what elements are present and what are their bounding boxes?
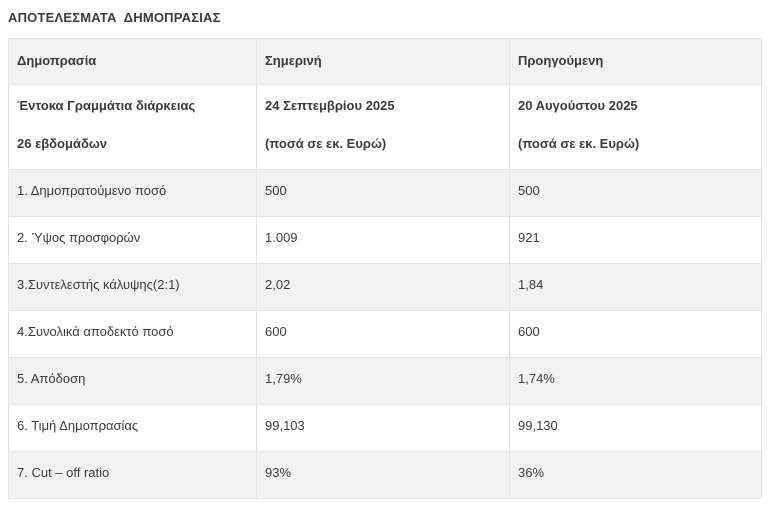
auction-results-table: Δημοπρασία Σημερινή Προηγούμενη Έντοκα Γ… [8,38,762,499]
column-header-previous: Προηγούμενη [509,38,762,85]
current-units-note: (ποσά σε εκ. Ευρώ) [265,136,387,151]
previous-value: 99,130 [509,404,762,452]
column-header-auction: Δημοπρασία [8,38,257,85]
row-label: 1. Δημοπρατούμενο ποσό [8,169,257,217]
row-label: 2. Ύψος προσφορών [8,216,257,264]
current-date-cell: 24 Σεπτεμβρίου 2025 (ποσά σε εκ. Ευρώ) [256,84,510,170]
table-row-auctioned-amount: 1. Δημοπρατούμενο ποσό 500 500 [8,169,762,217]
row-label: 7. Cut – off ratio [8,451,257,499]
current-value: 1,79% [256,357,510,405]
current-value: 500 [256,169,510,217]
instrument-line-2: 26 εβδομάδων [17,136,108,151]
previous-units-note: (ποσά σε εκ. Ευρώ) [518,136,640,151]
table-row-total-bids: 2. Ύψος προσφορών 1.009 921 [8,216,762,264]
previous-value: 600 [509,310,762,358]
row-label: 4.Συνολικά αποδεκτό ποσό [8,310,257,358]
page-title: ΑΠΟΤΕΛΕΣΜΑΤΑ ΔΗΜΟΠΡΑΣΙΑΣ [8,10,221,25]
previous-value: 36% [509,451,762,499]
instrument-cell: Έντοκα Γραμμάτια διάρκειας 26 εβδομάδων [8,84,257,170]
header-row: Δημοπρασία Σημερινή Προηγούμενη [8,38,762,85]
row-label: 3.Συντελεστής κάλυψης(2:1) [8,263,257,311]
previous-value: 1,84 [509,263,762,311]
current-auction-date: 24 Σεπτεμβρίου 2025 [265,98,395,113]
current-value: 2,02 [256,263,510,311]
row-label: 5. Απόδοση [8,357,257,405]
previous-value: 1,74% [509,357,762,405]
table-row-coverage-ratio: 3.Συντελεστής κάλυψης(2:1) 2,02 1,84 [8,263,762,311]
table-row-auction-price: 6. Τιμή Δημοπρασίας 99,103 99,130 [8,404,762,452]
current-value: 99,103 [256,404,510,452]
previous-auction-date: 20 Αυγούστου 2025 [518,98,638,113]
previous-value: 500 [509,169,762,217]
current-value: 1.009 [256,216,510,264]
current-value: 93% [256,451,510,499]
table-row-cut-off-ratio: 7. Cut – off ratio 93% 36% [8,451,762,499]
previous-date-cell: 20 Αυγούστου 2025 (ποσά σε εκ. Ευρώ) [509,84,762,170]
table-row-total-accepted-amount: 4.Συνολικά αποδεκτό ποσό 600 600 [8,310,762,358]
instrument-line-1: Έντοκα Γραμμάτια διάρκειας [17,98,196,113]
previous-value: 921 [509,216,762,264]
table-row-yield: 5. Απόδοση 1,79% 1,74% [8,357,762,405]
page: ΑΠΟΤΕΛΕΣΜΑΤΑ ΔΗΜΟΠΡΑΣΙΑΣ Δημοπρασία Σημε… [8,10,762,499]
column-header-current: Σημερινή [256,38,510,85]
row-label: 6. Τιμή Δημοπρασίας [8,404,257,452]
subheader-row: Έντοκα Γραμμάτια διάρκειας 26 εβδομάδων … [8,84,762,170]
current-value: 600 [256,310,510,358]
